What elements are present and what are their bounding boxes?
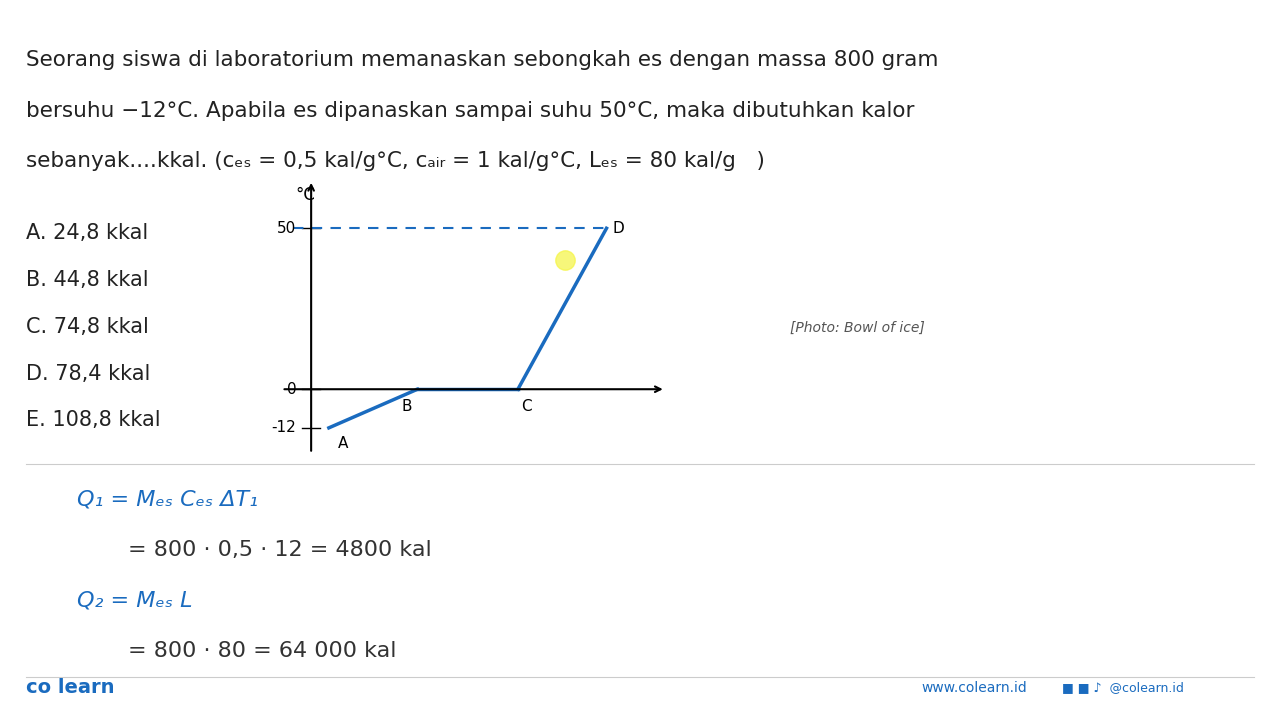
Text: www.colearn.id: www.colearn.id [922,680,1028,695]
Text: B: B [401,399,412,414]
Text: A: A [338,436,348,451]
Text: -12: -12 [271,420,297,436]
Text: D. 78,4 kkal: D. 78,4 kkal [26,364,150,384]
Text: Q₁ = Mₑₛ Cₑₛ ΔT₁: Q₁ = Mₑₛ Cₑₛ ΔT₁ [77,490,257,510]
Text: = 800 · 80 = 64 000 kal: = 800 · 80 = 64 000 kal [128,641,397,661]
Text: D: D [612,221,625,235]
Text: bersuhu −12°C. Apabila es dipanaskan sampai suhu 50°C, maka dibutuhkan kalor: bersuhu −12°C. Apabila es dipanaskan sam… [26,101,914,121]
Text: A. 24,8 kkal: A. 24,8 kkal [26,223,148,243]
Text: = 800 · 0,5 · 12 = 4800 kal: = 800 · 0,5 · 12 = 4800 kal [128,540,431,560]
Text: °C: °C [296,186,315,204]
Text: C. 74,8 kkal: C. 74,8 kkal [26,317,148,337]
Text: Q₂ = Mₑₛ L: Q₂ = Mₑₛ L [77,590,192,611]
Text: E. 108,8 kkal: E. 108,8 kkal [26,410,160,431]
Text: Seorang siswa di laboratorium memanaskan sebongkah es dengan massa 800 gram: Seorang siswa di laboratorium memanaskan… [26,50,938,71]
Text: [Photo: Bowl of ice]: [Photo: Bowl of ice] [790,320,925,335]
Text: ■ ■ ♪  @colearn.id: ■ ■ ♪ @colearn.id [1062,681,1184,694]
Text: 0: 0 [287,382,297,397]
Text: co learn: co learn [26,678,114,697]
Text: B. 44,8 kkal: B. 44,8 kkal [26,270,148,290]
Text: sebanyak....kkal. (cₑₛ = 0,5 kal/g°C, cₐᵢᵣ = 1 kal/g°C, Lₑₛ = 80 kal/g   ): sebanyak....kkal. (cₑₛ = 0,5 kal/g°C, cₐ… [26,151,764,171]
Text: C: C [521,399,531,414]
Text: 50: 50 [276,221,297,235]
